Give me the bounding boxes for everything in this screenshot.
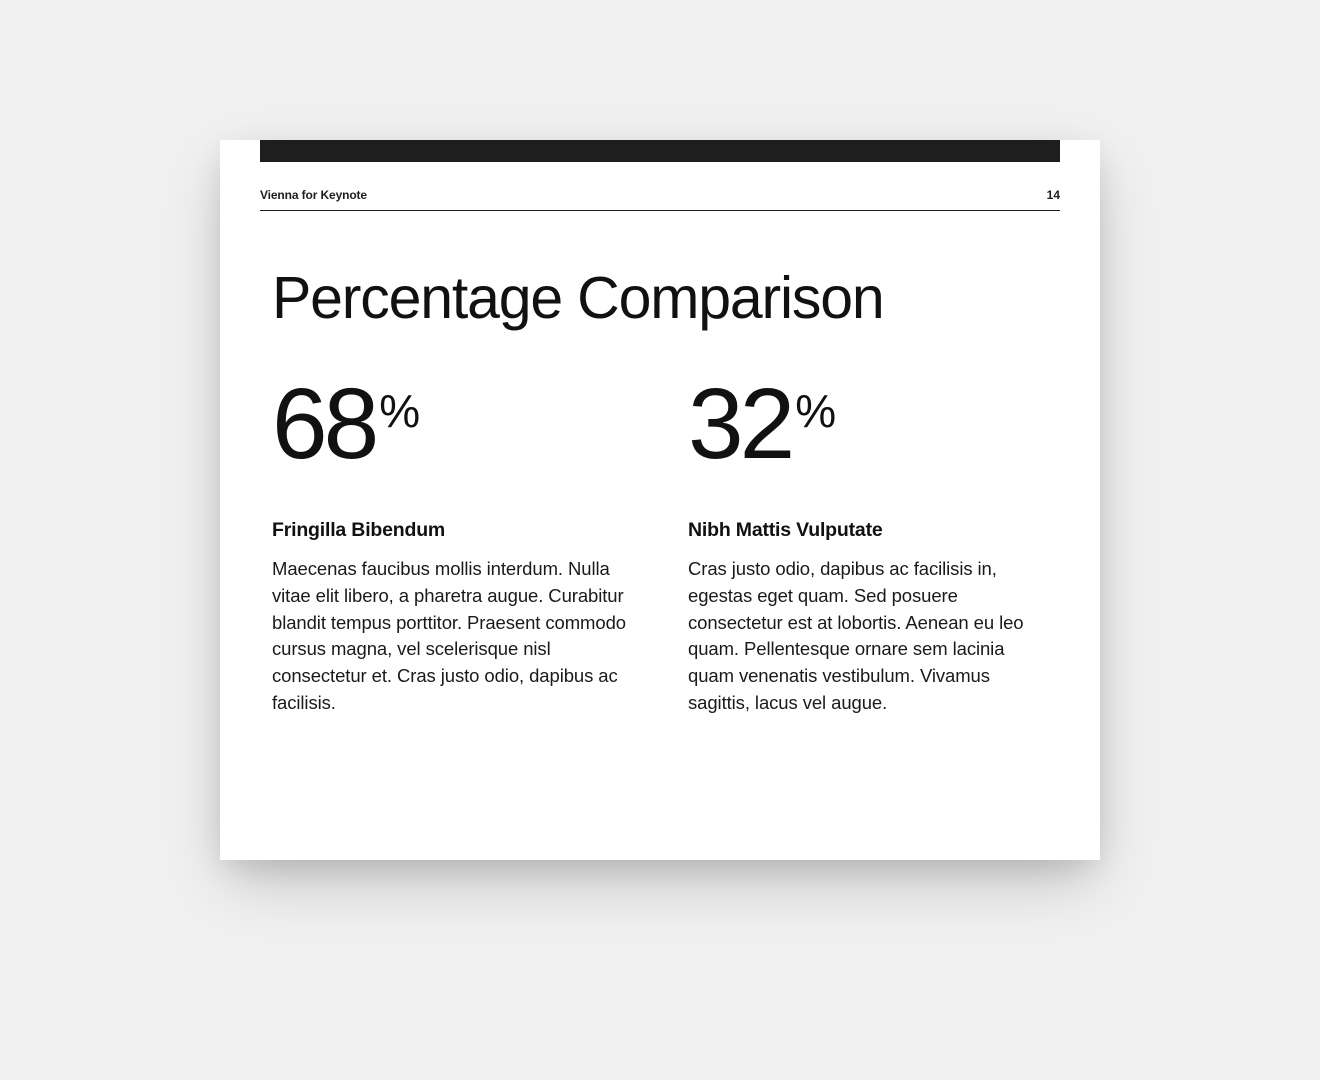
- column-subheading: Fringilla Bibendum: [272, 519, 632, 542]
- percentage-stat: 68 %: [272, 382, 632, 467]
- column-left: 68 % Fringilla Bibendum Maecenas faucibu…: [272, 382, 632, 717]
- column-body: Cras justo odio, dapibus ac facilisis in…: [688, 556, 1048, 717]
- column-subheading: Nibh Mattis Vulputate: [688, 519, 1048, 542]
- template-label: Vienna for Keynote: [260, 188, 367, 202]
- slide-header: Vienna for Keynote 14: [260, 188, 1060, 211]
- percentage-stat: 32 %: [688, 382, 1048, 467]
- page-number: 14: [1047, 188, 1060, 202]
- slide-title: Percentage Comparison: [272, 268, 1048, 330]
- percentage-value: 68: [272, 382, 375, 467]
- comparison-columns: 68 % Fringilla Bibendum Maecenas faucibu…: [272, 382, 1048, 717]
- percentage-symbol: %: [795, 384, 835, 438]
- percentage-symbol: %: [379, 384, 419, 438]
- column-right: 32 % Nibh Mattis Vulputate Cras justo od…: [688, 382, 1048, 717]
- slide-card: Vienna for Keynote 14 Percentage Compari…: [220, 140, 1100, 860]
- slide-content: Percentage Comparison 68 % Fringilla Bib…: [272, 268, 1048, 717]
- percentage-value: 32: [688, 382, 791, 467]
- column-body: Maecenas faucibus mollis interdum. Nulla…: [272, 556, 632, 717]
- top-accent-bar: [260, 140, 1060, 162]
